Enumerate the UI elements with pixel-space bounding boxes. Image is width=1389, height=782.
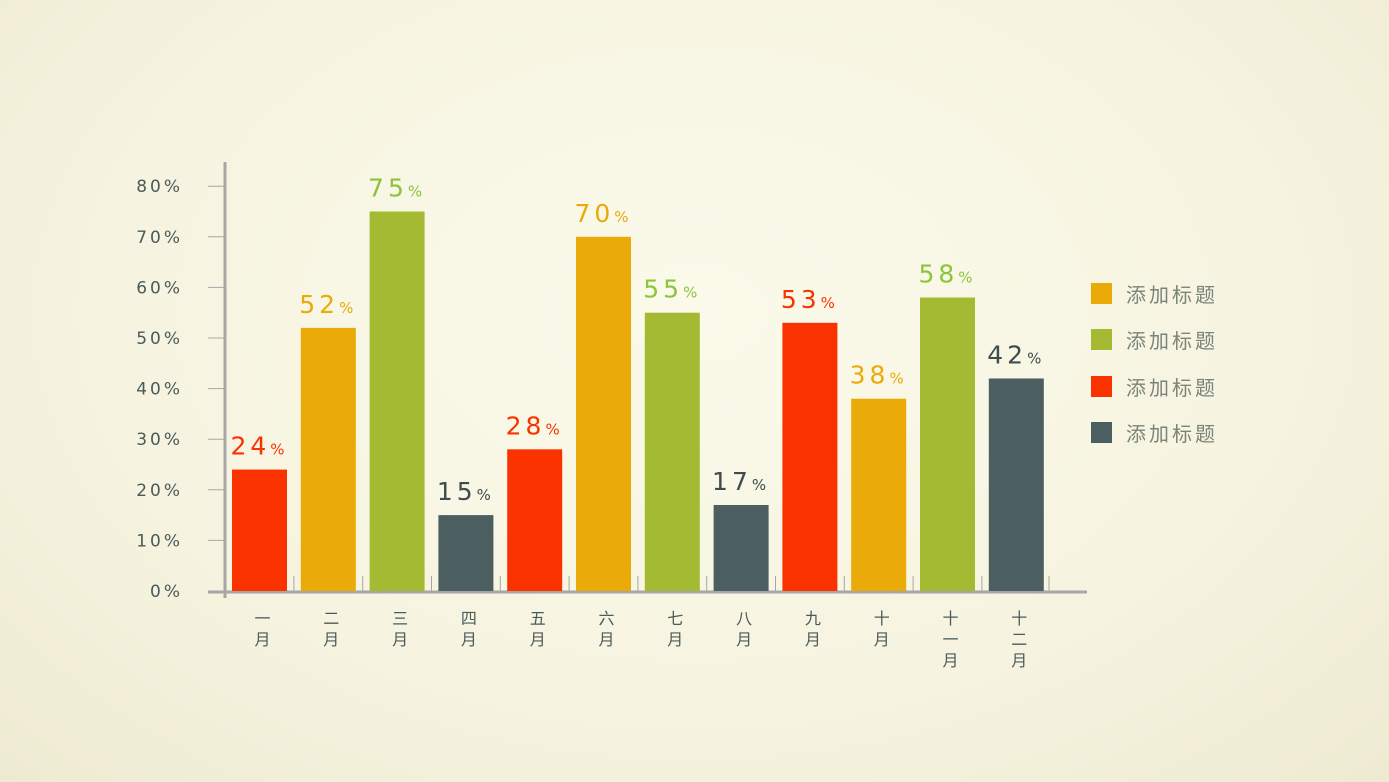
data-label: 75% — [368, 174, 426, 203]
y-tick-label: 30% — [136, 430, 183, 450]
bar — [300, 327, 356, 591]
x-tick-label: 三月 — [392, 609, 408, 649]
legend-label: 添加标题 — [1126, 329, 1218, 354]
legend-item: 添加标题 — [1091, 410, 1218, 457]
x-tick-label: 八月 — [736, 609, 752, 649]
y-tick-label: 60% — [136, 278, 183, 298]
y-tick-label: 70% — [136, 228, 183, 248]
data-label: 70% — [574, 199, 632, 228]
x-tick-label: 十月 — [874, 609, 890, 649]
data-label: 58% — [918, 260, 976, 289]
bar — [438, 515, 494, 591]
data-label: 24% — [230, 432, 288, 461]
bar — [920, 297, 975, 591]
legend-item: 添加标题 — [1091, 363, 1218, 410]
legend-label: 添加标题 — [1126, 375, 1218, 400]
bar — [369, 211, 425, 591]
x-tick-label: 六月 — [598, 609, 614, 649]
bar — [644, 312, 700, 591]
data-label: 42% — [987, 340, 1045, 369]
x-tick-label: 九月 — [805, 609, 821, 649]
bar — [988, 378, 1044, 591]
legend-label: 添加标题 — [1126, 282, 1218, 307]
legend-label: 添加标题 — [1126, 422, 1218, 447]
x-tick-label: 一月 — [254, 609, 270, 649]
legend-swatch — [1091, 329, 1112, 351]
x-tick-label: 十二月 — [1011, 609, 1027, 670]
legend-item: 添加标题 — [1091, 317, 1218, 364]
y-tick-label: 10% — [136, 531, 183, 551]
data-label: 28% — [506, 411, 564, 440]
data-label: 17% — [712, 467, 770, 496]
y-tick-label: 80% — [136, 177, 183, 197]
x-tick-label: 七月 — [667, 609, 683, 649]
legend-swatch — [1091, 282, 1112, 304]
bar — [576, 236, 631, 592]
legend-swatch — [1091, 375, 1112, 397]
legend: 添加标题 添加标题 添加标题 添加标题 — [1091, 270, 1218, 456]
x-tick-label: 十一月 — [942, 609, 958, 670]
y-tick-label: 0% — [150, 582, 183, 602]
bar — [782, 322, 838, 591]
y-tick-label: 50% — [136, 329, 183, 349]
bar — [507, 449, 563, 591]
legend-item: 添加标题 — [1091, 270, 1218, 317]
legend-swatch — [1091, 422, 1112, 444]
bar — [232, 469, 287, 591]
x-tick-label: 四月 — [461, 609, 477, 649]
data-label: 15% — [437, 477, 495, 506]
x-tick-label: 五月 — [530, 609, 546, 649]
data-label: 55% — [643, 275, 701, 304]
bar — [851, 398, 907, 591]
x-tick-label: 二月 — [323, 609, 339, 649]
data-label: 38% — [850, 361, 908, 390]
bar — [713, 504, 769, 591]
data-label: 52% — [299, 290, 357, 319]
y-tick-label: 40% — [136, 380, 183, 400]
y-tick-label: 20% — [136, 481, 183, 501]
data-label: 53% — [781, 285, 839, 314]
